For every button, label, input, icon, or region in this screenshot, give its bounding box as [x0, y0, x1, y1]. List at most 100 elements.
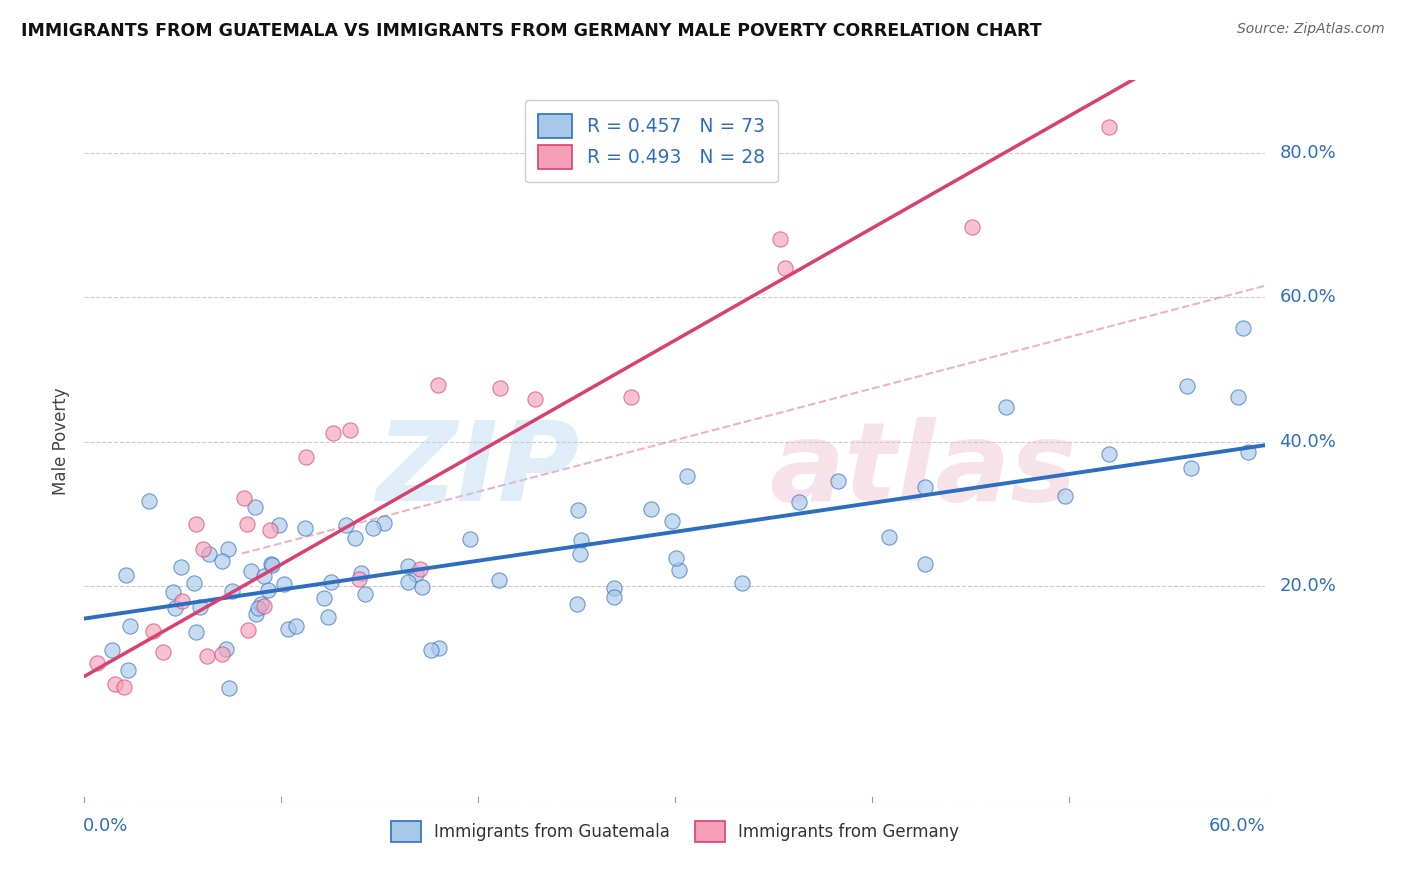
Point [523, 392, 546, 406]
Point [253, 599, 276, 614]
Point [877, 530, 900, 544]
Point [396, 574, 419, 589]
Point [420, 642, 443, 657]
Point [1237, 445, 1260, 459]
Point [1232, 320, 1254, 334]
Point [245, 607, 267, 622]
Point [316, 609, 339, 624]
Text: 60.0%: 60.0% [1209, 817, 1265, 835]
Point [172, 594, 194, 608]
Point [259, 523, 281, 537]
Point [162, 585, 184, 599]
Point [215, 642, 238, 657]
Point [488, 381, 510, 395]
Point [731, 575, 754, 590]
Point [217, 542, 239, 557]
Point [914, 557, 936, 571]
Point [138, 494, 160, 508]
Text: ZIP: ZIP [377, 417, 581, 524]
Text: 20.0%: 20.0% [1279, 577, 1336, 595]
Point [236, 516, 259, 531]
Point [253, 569, 276, 583]
Point [218, 681, 240, 695]
Point [190, 600, 212, 615]
Point [427, 640, 450, 655]
Point [101, 643, 124, 657]
Point [273, 576, 295, 591]
Point [914, 480, 936, 494]
Point [405, 566, 427, 581]
Point [396, 559, 419, 574]
Point [569, 533, 592, 547]
Point [284, 619, 307, 633]
Point [142, 624, 165, 638]
Point [347, 572, 370, 586]
Point [373, 516, 395, 530]
Point [458, 533, 481, 547]
Point [277, 622, 299, 636]
Point [361, 521, 384, 535]
Point [567, 502, 589, 516]
Y-axis label: Male Poverty: Male Poverty [52, 388, 70, 495]
Point [152, 645, 174, 659]
Point [640, 501, 662, 516]
Point [335, 517, 357, 532]
Text: 60.0%: 60.0% [1279, 288, 1336, 306]
Point [195, 648, 218, 663]
Point [269, 517, 291, 532]
Point [427, 377, 450, 392]
Point [769, 232, 792, 246]
Point [409, 561, 432, 575]
Point [1227, 390, 1250, 404]
Point [1053, 489, 1076, 503]
Point [565, 597, 588, 611]
Point [198, 547, 221, 561]
Point [960, 219, 983, 234]
Text: 0.0%: 0.0% [83, 817, 128, 835]
Point [1098, 447, 1121, 461]
Point [602, 581, 624, 595]
Point [294, 521, 316, 535]
Point [186, 624, 208, 639]
Point [603, 590, 626, 604]
Point [249, 597, 271, 611]
Point [211, 647, 233, 661]
Point [260, 558, 283, 572]
Point [488, 573, 510, 587]
Point [115, 568, 138, 582]
Point [260, 557, 283, 571]
Point [233, 491, 256, 505]
Point [239, 564, 262, 578]
Point [170, 560, 193, 574]
Point [569, 547, 592, 561]
Point [165, 600, 187, 615]
Point [789, 494, 811, 508]
Text: 40.0%: 40.0% [1279, 433, 1336, 450]
Point [257, 582, 280, 597]
Point [246, 601, 269, 615]
Point [354, 587, 377, 601]
Point [211, 554, 233, 568]
Point [661, 514, 683, 528]
Point [86, 656, 108, 670]
Text: atlas: atlas [769, 417, 1077, 524]
Point [1098, 120, 1121, 134]
Point [350, 566, 373, 581]
Point [295, 450, 318, 465]
Point [321, 574, 343, 589]
Point [339, 423, 361, 437]
Point [668, 563, 690, 577]
Point [675, 468, 697, 483]
Point [236, 623, 259, 637]
Legend: Immigrants from Guatemala, Immigrants from Germany: Immigrants from Guatemala, Immigrants fr… [384, 814, 966, 848]
Point [184, 516, 207, 531]
Point [344, 531, 367, 545]
Point [183, 576, 205, 591]
Point [411, 580, 433, 594]
Text: 80.0%: 80.0% [1279, 144, 1336, 161]
Point [117, 663, 139, 677]
Text: IMMIGRANTS FROM GUATEMALA VS IMMIGRANTS FROM GERMANY MALE POVERTY CORRELATION CH: IMMIGRANTS FROM GUATEMALA VS IMMIGRANTS … [21, 22, 1042, 40]
Point [773, 260, 796, 275]
Point [827, 474, 849, 488]
Point [118, 618, 141, 632]
